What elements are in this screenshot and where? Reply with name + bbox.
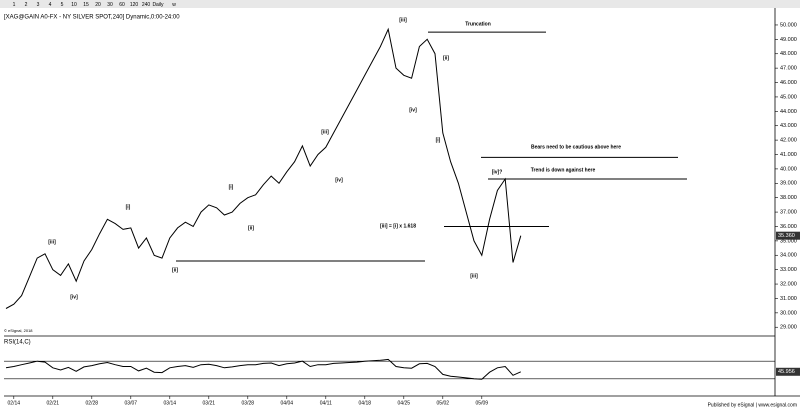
toolbar-button: w bbox=[172, 2, 176, 8]
toolbar bbox=[0, 0, 800, 8]
x-tick-label: 03/14 bbox=[164, 400, 177, 406]
footer: Published by eSignal | www.esignal.com bbox=[708, 402, 797, 408]
y-tick-label: 41.000 bbox=[780, 152, 797, 158]
annotation: [i] bbox=[229, 184, 234, 190]
y-tick-label: 34.000 bbox=[780, 253, 797, 259]
y-tick-label: 30.000 bbox=[780, 310, 797, 316]
y-tick-label: 33.000 bbox=[780, 267, 797, 273]
annotation: [iii] bbox=[321, 129, 329, 135]
toolbar-button: 1 bbox=[13, 2, 16, 8]
annotation: Bears need to be cautious above here bbox=[531, 144, 621, 150]
y-tick-label: 31.000 bbox=[780, 296, 797, 302]
annotation: [iv] bbox=[409, 107, 417, 113]
toolbar-button: 4 bbox=[49, 2, 52, 8]
y-tick-label: 39.000 bbox=[780, 181, 797, 187]
annotation: [i] bbox=[126, 204, 131, 210]
annotation: [iv] bbox=[335, 177, 343, 183]
annotation: [iv]? bbox=[492, 169, 503, 175]
x-tick-label: 05/09 bbox=[476, 400, 489, 406]
y-tick-label: 35.000 bbox=[780, 238, 797, 244]
toolbar-button: 15 bbox=[83, 2, 89, 8]
toolbar-button: 3 bbox=[37, 2, 40, 8]
annotation: [ii] bbox=[443, 55, 449, 61]
x-tick-label: 03/07 bbox=[125, 400, 138, 406]
x-tick-label: 04/11 bbox=[320, 400, 332, 406]
x-tick-label: 04/04 bbox=[281, 400, 294, 406]
last-value-label: 45.956 bbox=[778, 369, 795, 375]
price-line bbox=[5, 358, 522, 380]
y-tick-label: 46.000 bbox=[780, 80, 797, 86]
annotation: [ii] bbox=[172, 267, 178, 273]
x-tick-label: 03/28 bbox=[242, 400, 255, 406]
toolbar-button: 30 bbox=[107, 2, 113, 8]
last-value-label: 35.360 bbox=[778, 233, 795, 239]
price-line bbox=[5, 27, 522, 309]
x-tick-label: 03/21 bbox=[203, 400, 216, 406]
annotation: Trend is down against here bbox=[531, 167, 596, 173]
rsi-title: RSI(14,C) bbox=[4, 340, 31, 346]
y-tick-label: 49.000 bbox=[780, 37, 797, 43]
y-tick-label: 47.000 bbox=[780, 66, 797, 72]
toolbar-button: 2 bbox=[25, 2, 28, 8]
y-tick-label: 38.000 bbox=[780, 195, 797, 201]
x-tick-label: 02/28 bbox=[86, 400, 99, 406]
last-value-box bbox=[776, 231, 800, 240]
y-tick-label: 36.000 bbox=[780, 224, 797, 230]
annotation: [iv] bbox=[70, 294, 78, 300]
x-tick-label: 02/14 bbox=[8, 400, 21, 406]
y-tick-label: 44.000 bbox=[780, 109, 797, 115]
toolbar-button: Daily bbox=[152, 2, 164, 8]
annotation: [iii] bbox=[399, 17, 407, 23]
y-tick-label: 45.000 bbox=[780, 94, 797, 100]
annotation: [iii] bbox=[470, 273, 478, 279]
x-tick-label: 02/21 bbox=[47, 400, 60, 406]
toolbar-button: 60 bbox=[119, 2, 125, 8]
annotation: [i] bbox=[436, 137, 441, 143]
y-tick-label: 37.000 bbox=[780, 210, 797, 216]
y-tick-label: 29.000 bbox=[780, 325, 797, 331]
toolbar-button: 120 bbox=[130, 2, 139, 8]
annotation: [iii] = [i] x 1.618 bbox=[380, 223, 416, 229]
x-tick-label: 04/25 bbox=[398, 400, 411, 406]
toolbar-button: 240 bbox=[142, 2, 151, 8]
y-tick-label: 40.000 bbox=[780, 166, 797, 172]
y-tick-label: 42.000 bbox=[780, 138, 797, 144]
y-tick-label: 43.000 bbox=[780, 123, 797, 129]
y-tick-label: 50.000 bbox=[780, 22, 797, 28]
chart-title: [XAG@GAIN A0-FX - NY SILVER SPOT,240] Dy… bbox=[4, 15, 180, 21]
x-tick-label: 05/02 bbox=[437, 400, 450, 406]
y-tick-label: 32.000 bbox=[780, 282, 797, 288]
annotation: [iii] bbox=[48, 239, 56, 245]
copyright: © eSignal, 2018 bbox=[4, 328, 33, 333]
annotation: Truncation bbox=[465, 21, 491, 27]
last-value-box bbox=[776, 367, 800, 376]
toolbar-button: 10 bbox=[71, 2, 77, 8]
toolbar-button: 20 bbox=[95, 2, 101, 8]
y-tick-label: 48.000 bbox=[780, 51, 797, 57]
annotation: [ii] bbox=[248, 225, 254, 231]
x-tick-label: 04/18 bbox=[359, 400, 372, 406]
toolbar-button: 5 bbox=[61, 2, 64, 8]
